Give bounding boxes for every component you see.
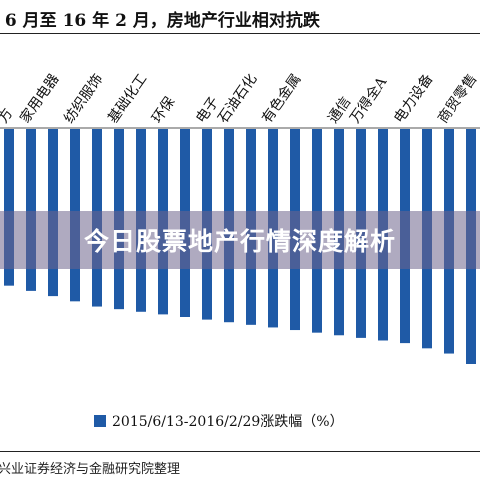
bar-0	[4, 129, 14, 286]
bar-chart: 方家用电器纺织服饰基础化工环保 电子石油石化有色金属 通信万得全A 电力设备商贸零售	[0, 71, 480, 364]
headline-banner: 今日股票地产行情深度解析	[0, 211, 480, 269]
category-label-12: 有色金属	[258, 71, 304, 127]
source-note: 兴业证券经济与金融研究院整理	[0, 462, 181, 477]
category-label-3: 纺织服饰	[61, 71, 106, 126]
bar-1	[26, 129, 36, 291]
category-label-20: 商贸零售	[435, 71, 480, 126]
source-rule	[0, 451, 480, 452]
chart-title: 年 6 月至 16 年 2 月，房地产行业相对抗跌	[0, 11, 320, 31]
legend: 2015/6/13-2016/2/29涨跌幅（%）	[94, 411, 344, 431]
category-label-9: 电子	[193, 94, 222, 126]
category-label-16: 万得全A	[346, 73, 390, 126]
legend-label: 2015/6/13-2016/2/29涨跌幅（%）	[112, 414, 344, 430]
category-label-1: 家用电器	[16, 71, 62, 127]
category-label-15: 通信	[325, 94, 354, 126]
category-labels: 方家用电器纺织服饰基础化工环保 电子石油石化有色金属 通信万得全A 电力设备商贸零售	[0, 71, 480, 127]
category-label-18: 电力设备	[390, 71, 436, 127]
category-label-7: 环保	[149, 94, 178, 126]
legend-swatch	[94, 415, 106, 427]
category-label-10: 石油石化	[215, 71, 260, 126]
category-label-5: 基础化工	[104, 71, 150, 127]
title-rule	[0, 33, 480, 34]
headline-text: 今日股票地产行情深度解析	[83, 227, 396, 256]
category-label-0: 方	[0, 106, 16, 127]
